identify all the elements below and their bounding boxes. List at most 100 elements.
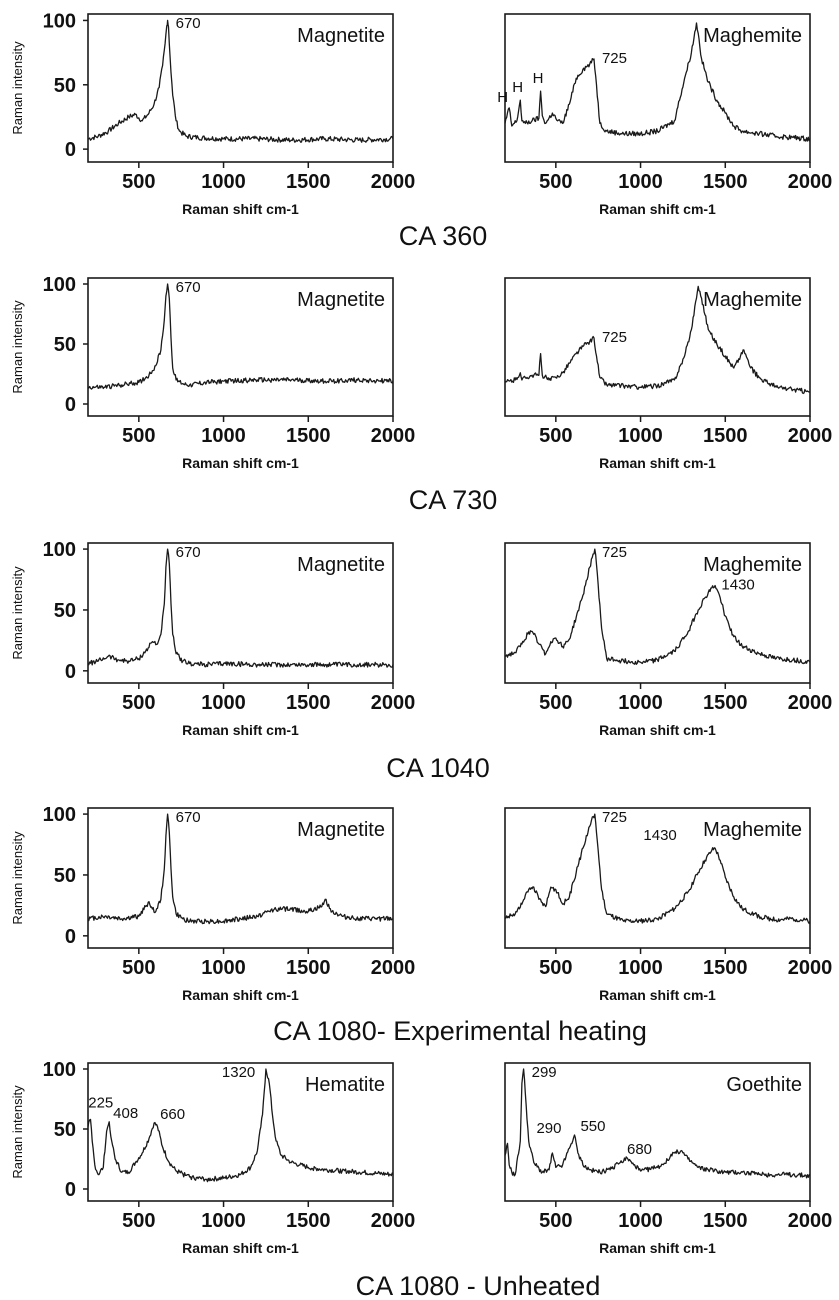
x-tick-label: 1500	[286, 957, 331, 979]
x-tick-label: 2000	[371, 957, 416, 979]
spectrum-panel-3-0: 500 1000 1500 2000 0 50 100 Raman intensity Rama…	[10, 804, 415, 1003]
x-tick-label: 1000	[201, 171, 246, 193]
y-tick-label: 100	[43, 539, 76, 561]
peak-label: 670	[176, 279, 201, 296]
x-tick-label: 2000	[371, 692, 416, 714]
x-tick-label: 500	[122, 171, 155, 193]
y-tick-label: 50	[54, 600, 76, 622]
y-tick-label: 50	[54, 1119, 76, 1141]
mineral-label: Maghemite	[703, 25, 802, 47]
x-tick-label: 2000	[788, 692, 833, 714]
x-tick-label: 1500	[286, 171, 331, 193]
spectrum-trace	[504, 1068, 811, 1179]
group-caption-ca1080-unheated: CA 1080 - Unheated	[356, 1271, 601, 1300]
x-axis-label: Raman shift cm-1	[182, 455, 299, 471]
x-tick-label: 1000	[201, 1210, 246, 1232]
peak-label: 660	[160, 1106, 185, 1123]
spectrum-trace	[504, 548, 811, 665]
peak-label: 670	[176, 544, 201, 561]
peak-label: 670	[176, 15, 201, 32]
x-tick-label: 1000	[201, 692, 246, 714]
x-tick-label: 1500	[703, 957, 748, 979]
y-tick-label: 100	[43, 1059, 76, 1081]
x-tick-label: 1500	[286, 692, 331, 714]
plot-frame	[504, 807, 811, 949]
x-tick-label: 1500	[286, 425, 331, 447]
mineral-label: Magnetite	[297, 25, 385, 47]
plot-frame	[504, 1062, 811, 1202]
x-tick-label: 1500	[703, 171, 748, 193]
plot-frame	[87, 277, 394, 417]
plot-frame	[87, 1062, 394, 1202]
x-axis-label: Raman shift cm-1	[182, 1240, 299, 1256]
x-tick-label: 500	[539, 425, 572, 447]
x-tick-label: 500	[539, 171, 572, 193]
mineral-label: Maghemite	[703, 554, 802, 576]
x-tick-label: 1000	[618, 957, 663, 979]
y-axis-label: Raman intensity	[10, 300, 25, 394]
plot-frame	[504, 13, 811, 163]
peak-label: 1430	[643, 827, 676, 844]
spectrum-panel-1-0: 500 1000 1500 2000 0 50 100 Raman intensity Rama…	[10, 274, 415, 471]
plot-frame	[87, 807, 394, 949]
x-tick-label: 2000	[371, 171, 416, 193]
spectrum-panel-2-0: 500 1000 1500 2000 0 50 100 Raman intensity Rama…	[10, 539, 415, 738]
spectrum-trace	[504, 22, 811, 142]
peak-label: 680	[627, 1141, 652, 1158]
mineral-label: Magnetite	[297, 289, 385, 311]
y-axis-label: Raman intensity	[10, 41, 25, 135]
spectrum-trace	[87, 19, 394, 143]
x-tick-label: 1000	[618, 1210, 663, 1232]
spectrum-panel-0-0: 500 1000 1500 2000 0 50 100 Raman intensity Rama…	[10, 10, 415, 217]
y-axis-label: Raman intensity	[10, 1085, 25, 1179]
x-tick-label: 500	[539, 957, 572, 979]
mineral-label: Hematite	[305, 1074, 385, 1096]
x-tick-label: 500	[122, 957, 155, 979]
x-tick-label: 1500	[703, 692, 748, 714]
x-axis-label: Raman shift cm-1	[599, 1240, 716, 1256]
peak-label: 725	[602, 50, 627, 67]
plot-frame	[87, 542, 394, 684]
spectrum-trace	[87, 283, 394, 390]
y-tick-label: 50	[54, 75, 76, 97]
spectrum-panel-4-1: 500 1000 1500 2000 Raman shift cm-1 Goethite 2…	[504, 1062, 832, 1256]
x-tick-label: 1000	[201, 425, 246, 447]
y-axis-label: Raman intensity	[10, 566, 25, 660]
mineral-label: Maghemite	[703, 289, 802, 311]
x-tick-label: 1500	[703, 1210, 748, 1232]
x-tick-label: 1000	[201, 957, 246, 979]
x-tick-label: 2000	[788, 171, 833, 193]
group-caption-ca1080-experimental: CA 1080- Experimental heating	[273, 1016, 647, 1046]
x-axis-label: Raman shift cm-1	[182, 987, 299, 1003]
plot-frame	[504, 277, 811, 417]
spectrum-panel-1-1: 500 1000 1500 2000 Raman shift cm-1 Maghemite…	[504, 277, 832, 471]
group-caption-ca1040: CA 1040	[386, 753, 490, 783]
y-tick-label: 100	[43, 10, 76, 32]
mineral-label: Maghemite	[703, 819, 802, 841]
group-caption-ca360: CA 360	[399, 221, 488, 251]
peak-label: 290	[536, 1120, 561, 1137]
y-axis-label: Raman intensity	[10, 831, 25, 925]
peak-label: 725	[602, 809, 627, 826]
spectrum-trace	[87, 548, 394, 668]
peak-label: 1430	[721, 577, 754, 594]
x-tick-label: 2000	[371, 1210, 416, 1232]
mineral-label: Magnetite	[297, 819, 385, 841]
peak-label: 225	[88, 1094, 113, 1111]
y-tick-label: 0	[65, 394, 76, 416]
peak-label: H	[497, 89, 508, 106]
x-axis-label: Raman shift cm-1	[599, 722, 716, 738]
spectrum-panel-3-1: 500 1000 1500 2000 Raman shift cm-1 Maghemite…	[504, 807, 833, 1003]
peak-label: 1320	[222, 1064, 255, 1081]
spectrum-trace	[504, 813, 811, 925]
x-axis-label: Raman shift cm-1	[182, 201, 299, 217]
x-tick-label: 1000	[618, 171, 663, 193]
x-tick-label: 2000	[788, 957, 833, 979]
mineral-label: Magnetite	[297, 554, 385, 576]
y-tick-label: 0	[65, 139, 76, 161]
x-axis-label: Raman shift cm-1	[182, 722, 299, 738]
spectrum-panel-2-1: 500 1000 1500 2000 Raman shift cm-1 Maghemite…	[504, 542, 833, 738]
peak-label: 299	[532, 1064, 557, 1081]
